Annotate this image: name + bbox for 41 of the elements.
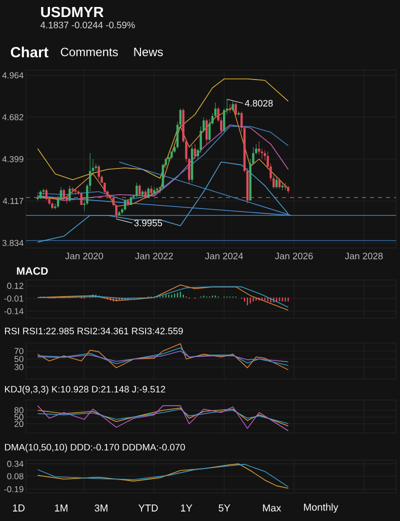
y-tick-label: 3.834	[2, 240, 24, 246]
y-tick-label: 4.117	[2, 198, 24, 204]
y-tick-label: 4.682	[2, 114, 24, 120]
y-tick-label: 0.34	[7, 460, 24, 467]
y-tick-label: 70	[14, 348, 24, 354]
y-tick-label: -0.14	[4, 308, 24, 314]
text: Chart	[10, 46, 48, 58]
y-tick-label: 80	[14, 407, 24, 414]
text: Comments	[60, 48, 118, 56]
text: 3M	[94, 504, 108, 512]
text: News	[134, 48, 163, 56]
x-tick-label: Jan 2026	[274, 252, 313, 260]
text: 1M	[55, 504, 68, 512]
y-tick-label: 4.399	[2, 156, 24, 162]
x-tick-label: Jan 2020	[65, 252, 104, 260]
y-tick-label: 50	[14, 356, 24, 362]
chart-title: KDJ(9,3,3) K:10.928 D:21.148 J:-9.512	[5, 386, 166, 394]
y-tick-label: -0.01	[4, 295, 24, 302]
annotation: 3.9955	[134, 220, 162, 226]
text: YTD	[138, 504, 158, 512]
chart-title: DMA(10,50,10) DDD:-0.170 DDDMA:-0.070	[5, 444, 185, 452]
y-tick-label: 0.12	[7, 282, 24, 289]
x-tick-label: Jan 2028	[344, 252, 383, 260]
text: 1D	[13, 504, 25, 512]
y-tick-label: 4.964	[2, 72, 24, 78]
x-tick-label: Jan 2024	[205, 252, 244, 260]
chart-title: RSI RSI1:22.985 RSI2:34.361 RSI3:42.559	[5, 328, 183, 334]
chart-title: MACD	[16, 267, 48, 275]
y-tick-label: 50	[14, 414, 24, 420]
text: Max	[263, 504, 282, 512]
y-tick-label: 20	[14, 420, 24, 427]
y-tick-label: -0.19	[4, 486, 24, 492]
y-tick-label: 30	[14, 364, 24, 370]
text: 5Y	[218, 504, 230, 512]
chart-title: USDMYR	[41, 6, 104, 18]
text: Monthly	[304, 503, 338, 513]
chart-subtitle: 4.1837 -0.0244 -0.59%	[40, 22, 135, 28]
annotation: 4.8028	[244, 100, 273, 107]
text: 1Y	[181, 504, 192, 512]
y-tick-label: 0.08	[7, 473, 24, 480]
x-tick-label: Jan 2022	[135, 252, 173, 260]
